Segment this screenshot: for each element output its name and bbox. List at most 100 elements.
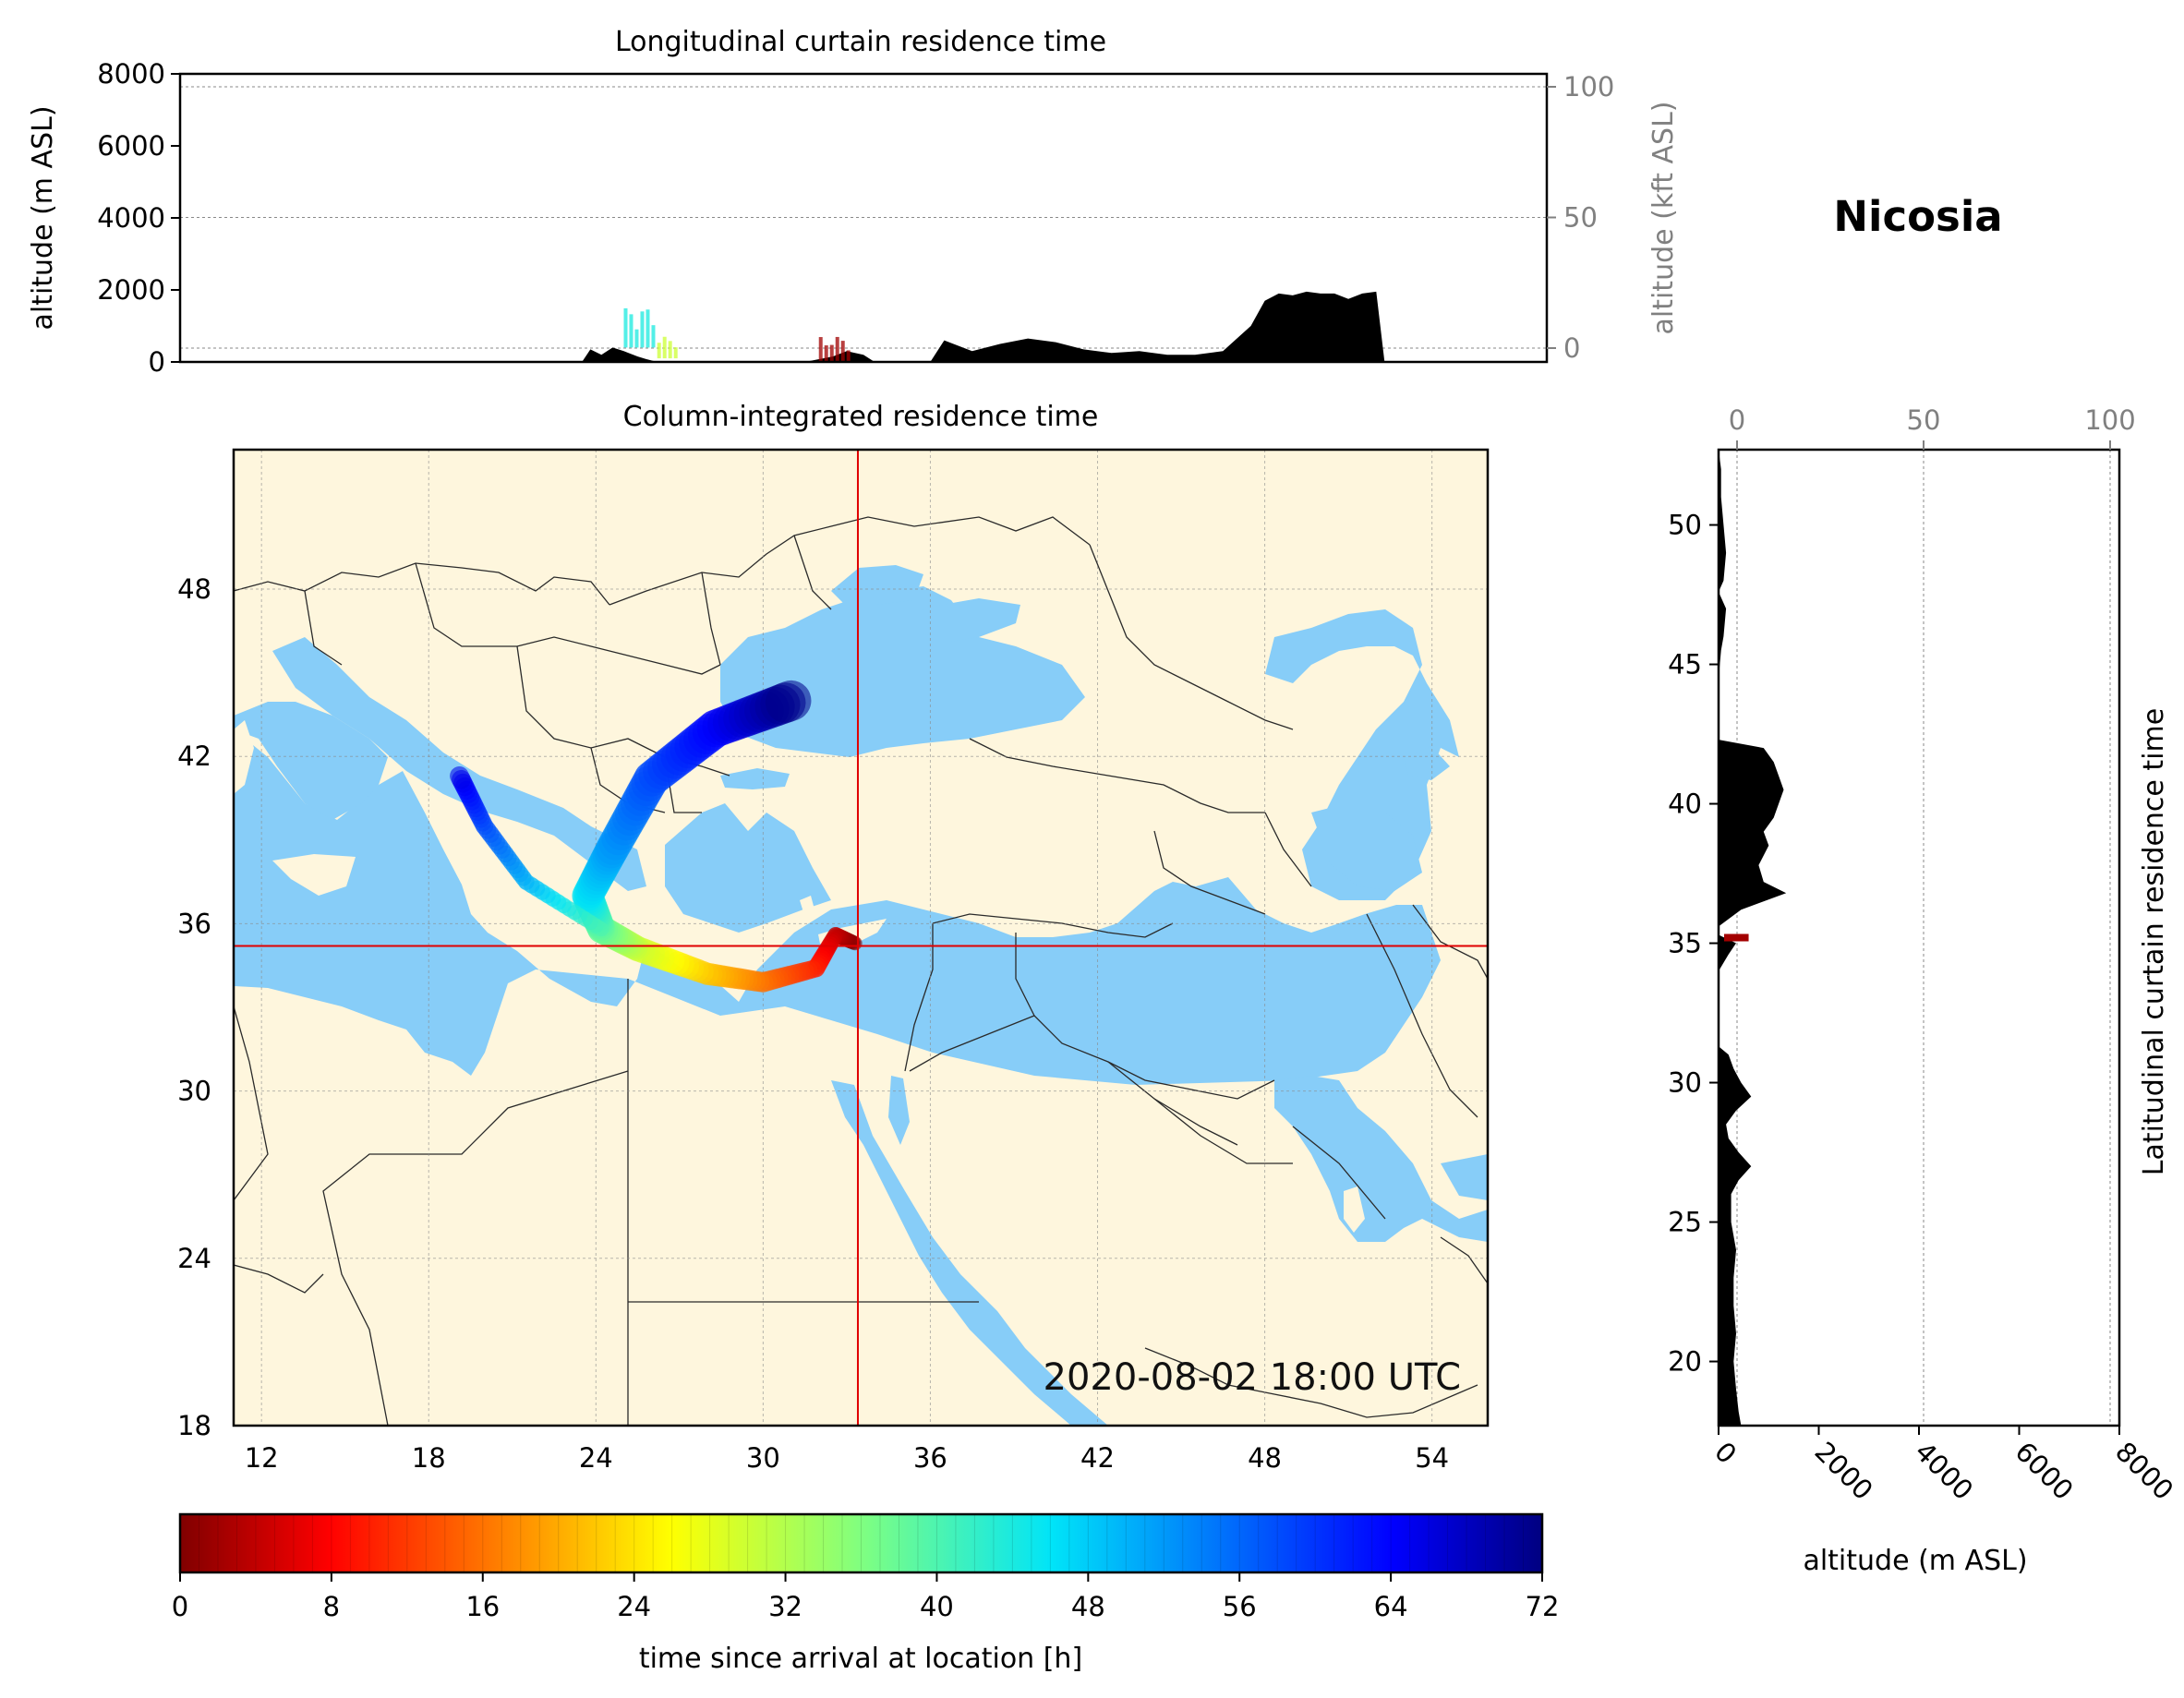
colorbar-tick-label: 8 (323, 1591, 340, 1622)
latitudinal-axes-frame (1717, 448, 2121, 1427)
map-xtick-label: 54 (1415, 1442, 1449, 1474)
sicily (272, 854, 356, 896)
sea-of-azov (910, 598, 1020, 642)
aegean-sea (665, 803, 831, 933)
map-xticks: 12 18 24 30 36 42 48 54 (245, 1442, 1449, 1474)
longitudinal-y2tick-label: 100 (1563, 71, 1614, 102)
timestamp-label: 2020-08-02 18:00 UTC (1044, 1356, 1461, 1399)
map-xtick-label: 12 (245, 1442, 279, 1474)
colorbar-tick-label: 56 (1223, 1591, 1257, 1622)
longitudinal-grid (180, 86, 1547, 349)
colorbar: 0 8 16 24 32 40 48 56 64 72 time since arrival at… (172, 1512, 1560, 1675)
map-ytick-label: 36 (177, 908, 211, 939)
longitudinal-residence-mark (673, 347, 678, 359)
longitudinal-residence-mark (640, 311, 645, 348)
latitudinal-xtick-label: 8000 (2109, 1436, 2179, 1506)
latitudinal-residence-mark (1724, 933, 1749, 942)
latitudinal-xtick-label: 4000 (1909, 1436, 1979, 1506)
latitudinal-x2tick-label: 100 (2084, 404, 2135, 436)
longitudinal-terrain (582, 291, 1385, 362)
colorbar-gradient (180, 1514, 1542, 1572)
red-sea (831, 1080, 1108, 1426)
map-ytick-label: 24 (177, 1243, 211, 1274)
latitudinal-x2ticks: 0 50 100 (1729, 404, 2136, 450)
latitudinal-ytick-label: 20 (1668, 1346, 1702, 1378)
longitudinal-ytick-label: 4000 (97, 202, 165, 234)
latitudinal-title: Latitudinal curtain residence time (2138, 708, 2170, 1175)
sea-of-marmara (720, 768, 790, 789)
latitudinal-ytick-label: 25 (1668, 1207, 1702, 1238)
longitudinal-residence-mark (662, 336, 667, 359)
latitudinal-ytick-label: 50 (1668, 510, 1702, 541)
residence-plume (450, 680, 863, 993)
longitudinal-ytick-label: 6000 (97, 130, 165, 162)
latitudinal-ytick-label: 30 (1668, 1067, 1702, 1099)
colorbar-ticks: 0 8 16 24 32 40 48 56 64 72 (172, 1572, 1560, 1622)
latitudinal-xtick-label: 6000 (2009, 1436, 2080, 1506)
tyrrhenian-sea (234, 702, 388, 820)
map-ytick-label: 48 (177, 573, 211, 605)
map-xtick-label: 18 (412, 1442, 446, 1474)
gulf-of-oman (1441, 1154, 1488, 1200)
longitudinal-residence-mark (840, 341, 845, 362)
kara-bogaz (1404, 746, 1450, 780)
map-title: Column-integrated residence time (623, 401, 1099, 433)
gulf-of-aqaba (888, 1076, 910, 1145)
map-yticks: 18 24 30 36 42 48 (177, 573, 211, 1441)
longitudinal-residence-mark (846, 350, 851, 362)
caspian-sea (1265, 609, 1459, 900)
longitudinal-y2ticks: 0 50 100 (1547, 71, 1614, 364)
longitudinal-residence-mark (651, 325, 656, 348)
longitudinal-residence-mark (668, 341, 672, 359)
map-ytick-label: 18 (177, 1410, 211, 1441)
latitudinal-data (1719, 450, 1787, 1426)
longitudinal-residence-mark (629, 314, 633, 348)
colorbar-label: time since arrival at location [h] (639, 1643, 1082, 1675)
latitudinal-grid (1736, 450, 2111, 1426)
colorbar-tick-label: 0 (172, 1591, 188, 1622)
latitudinal-xlabel: altitude (m ASL) (1803, 1545, 2027, 1577)
latitudinal-ytick-label: 40 (1668, 789, 1702, 820)
longitudinal-residence-mark (657, 343, 661, 359)
longitudinal-ytick-label: 8000 (97, 58, 165, 90)
longitudinal-yticks: 0 2000 4000 6000 8000 (97, 58, 180, 378)
latitudinal-ytick-label: 45 (1668, 649, 1702, 680)
caspian-south (1311, 803, 1422, 891)
longitudinal-title: Longitudinal curtain residence time (615, 26, 1106, 58)
colorbar-step-lines (198, 1514, 1525, 1572)
map-ytick-label: 30 (177, 1076, 211, 1107)
colorbar-tick-label: 24 (617, 1591, 651, 1622)
longitudinal-residence-mark (829, 344, 834, 362)
map-xtick-label: 30 (746, 1442, 780, 1474)
longitudinal-data (582, 291, 1385, 362)
map-xtick-label: 36 (913, 1442, 947, 1474)
sardinia (234, 720, 254, 794)
colorbar-tick-label: 48 (1071, 1591, 1105, 1622)
map-axes-frame (232, 448, 1490, 1427)
black-sea (720, 586, 1085, 757)
map-ytick-label: 42 (177, 741, 211, 772)
persian-gulf (1274, 1076, 1488, 1242)
latitudinal-x2tick-label: 0 (1729, 404, 1745, 436)
map-area: 2020-08-02 18:00 UTC (234, 450, 1488, 1426)
station-name: Nicosia (1833, 192, 2002, 241)
colorbar-tick-label: 72 (1526, 1591, 1560, 1622)
plume-branch-segment (450, 765, 471, 789)
longitudinal-y2tick-label: 0 (1563, 332, 1580, 364)
longitudinal-residence-mark (646, 309, 650, 348)
adriatic-sea (272, 637, 646, 891)
latitudinal-ytick-label: 35 (1668, 928, 1702, 959)
longitudinal-ylabel: altitude (m ASL) (27, 105, 59, 330)
colorbar-tick-label: 64 (1374, 1591, 1408, 1622)
black-sea-north-lobe (831, 565, 923, 605)
map-xtick-label: 42 (1080, 1442, 1115, 1474)
latitudinal-xtick-label: 0 (1708, 1436, 1743, 1470)
column-integrated-panel: Column-integrated residence time (177, 401, 1490, 1474)
latitudinal-xtick-label: 2000 (1809, 1436, 1879, 1506)
longitudinal-curtain-panel: Longitudinal curtain residence time 0 200… (27, 26, 1680, 378)
longitudinal-ytick-label: 2000 (97, 274, 165, 306)
qeshm (1344, 1186, 1365, 1233)
rhodes (800, 896, 814, 912)
